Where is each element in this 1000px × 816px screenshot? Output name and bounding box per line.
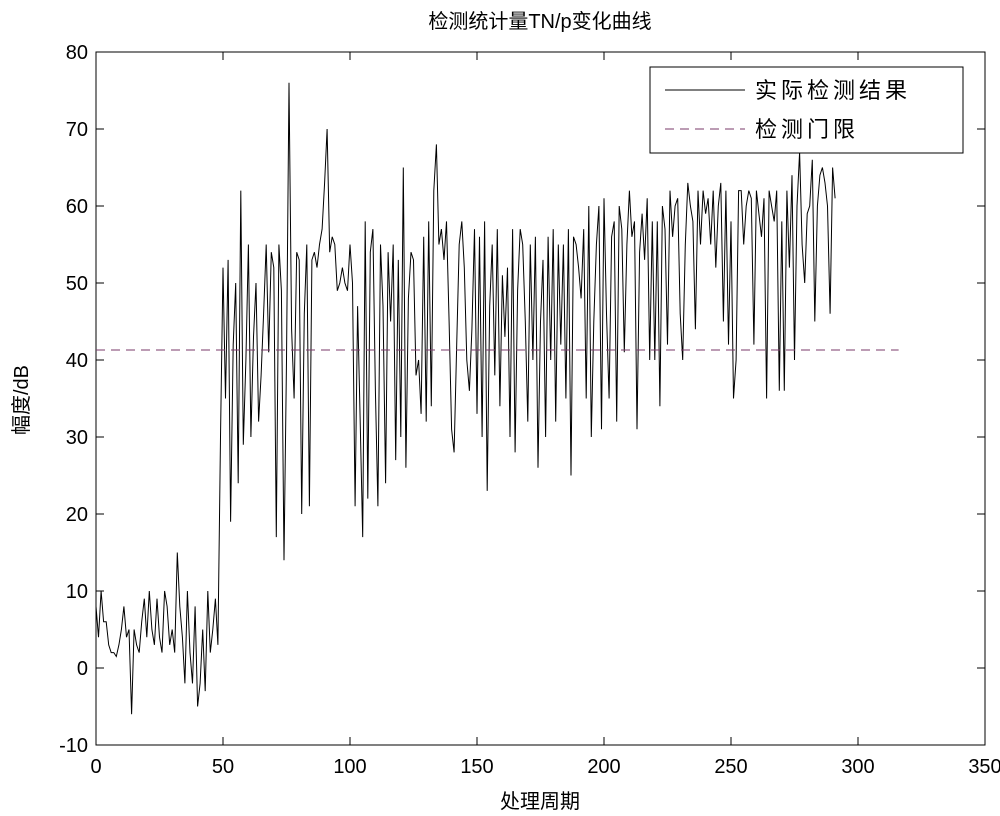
y-tick-label: 30 [66, 427, 88, 449]
legend-label-threshold: 检测门限 [755, 117, 859, 142]
x-tick-label: 150 [460, 756, 493, 778]
x-tick-label: 300 [841, 756, 874, 778]
y-tick-label: 80 [66, 42, 88, 64]
y-axis-label: 幅度/dB [10, 365, 33, 435]
y-tick-label: 70 [66, 119, 88, 141]
y-tick-label: 10 [66, 581, 88, 603]
series-actual-detection-line [95, 82, 836, 715]
legend: 实际检测结果 检测门限 [649, 66, 964, 154]
plot-area [95, 51, 986, 746]
x-tick-label: 0 [90, 756, 101, 778]
x-tick-label: 50 [212, 756, 234, 778]
x-tick-label: 100 [333, 756, 366, 778]
y-tick-label: 60 [66, 196, 88, 218]
x-axis-label: 处理周期 [500, 790, 580, 813]
y-tick-label: -10 [59, 735, 88, 757]
x-tick-label: 350 [968, 756, 1000, 778]
y-tick-label: 0 [77, 658, 88, 680]
legend-label-actual: 实际检测结果 [755, 78, 911, 103]
y-tick-label: 20 [66, 504, 88, 526]
legend-box [649, 66, 964, 154]
y-tick-label: 40 [66, 350, 88, 372]
chart-title: 检测统计量TN/p变化曲线 [428, 10, 651, 33]
x-tick-label: 200 [587, 756, 620, 778]
x-tick-label: 250 [714, 756, 747, 778]
y-tick-label: 50 [66, 273, 88, 295]
